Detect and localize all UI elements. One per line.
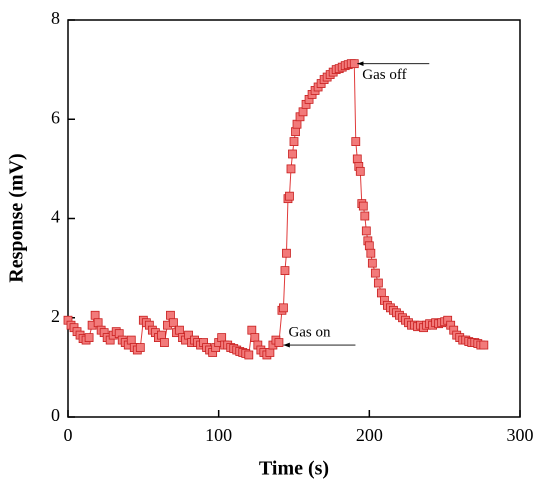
data-point bbox=[157, 330, 166, 340]
data-point bbox=[247, 325, 257, 335]
annotation-text: Gas off bbox=[362, 67, 406, 83]
data-point bbox=[291, 127, 300, 137]
x-tick-label: 300 bbox=[507, 425, 534, 445]
data-point bbox=[373, 278, 383, 288]
data-point bbox=[361, 226, 371, 236]
data-point bbox=[367, 258, 377, 268]
data-point bbox=[360, 211, 370, 221]
x-tick-label: 0 bbox=[64, 425, 73, 445]
data-point bbox=[84, 333, 94, 343]
y-tick-label: 4 bbox=[51, 207, 60, 227]
series-line bbox=[67, 63, 484, 356]
data-point bbox=[160, 338, 169, 347]
data-point bbox=[90, 310, 100, 320]
data-point bbox=[289, 137, 299, 146]
data-point bbox=[479, 340, 489, 350]
data-point bbox=[175, 325, 184, 335]
data-point bbox=[292, 119, 302, 129]
data-point bbox=[285, 191, 294, 201]
data-point bbox=[126, 335, 136, 345]
x-tick-label: 200 bbox=[356, 425, 383, 445]
data-point bbox=[286, 164, 296, 174]
annotation-text: Gas on bbox=[288, 324, 331, 340]
data-point bbox=[358, 201, 368, 211]
data-point bbox=[364, 241, 374, 251]
y-axis-label: Response (mV) bbox=[6, 153, 28, 282]
data-point bbox=[169, 318, 178, 328]
data-point bbox=[166, 310, 175, 320]
y-tick-label: 2 bbox=[51, 306, 60, 326]
y-tick-label: 0 bbox=[51, 405, 60, 425]
data-point bbox=[282, 248, 291, 258]
data-point bbox=[93, 318, 103, 328]
data-point bbox=[366, 248, 376, 258]
data-point bbox=[352, 154, 362, 164]
x-axis-label: Time (s) bbox=[259, 458, 329, 480]
y-tick-label: 8 bbox=[51, 8, 60, 28]
data-point bbox=[279, 303, 288, 313]
data-point bbox=[250, 333, 260, 343]
plot-frame bbox=[67, 19, 521, 418]
data-point bbox=[376, 288, 386, 298]
data-point bbox=[217, 333, 227, 343]
data-point bbox=[280, 266, 290, 276]
data-point bbox=[135, 343, 145, 352]
y-tick-label: 6 bbox=[51, 107, 60, 127]
data-point bbox=[298, 107, 308, 117]
data-point bbox=[349, 59, 359, 69]
data-point bbox=[244, 350, 254, 360]
data-point bbox=[274, 338, 284, 347]
x-tick-label: 100 bbox=[205, 425, 232, 445]
data-point bbox=[351, 137, 361, 146]
data-point bbox=[370, 268, 380, 278]
data-point bbox=[355, 166, 365, 176]
data-point bbox=[265, 348, 275, 357]
data-point bbox=[288, 149, 297, 159]
